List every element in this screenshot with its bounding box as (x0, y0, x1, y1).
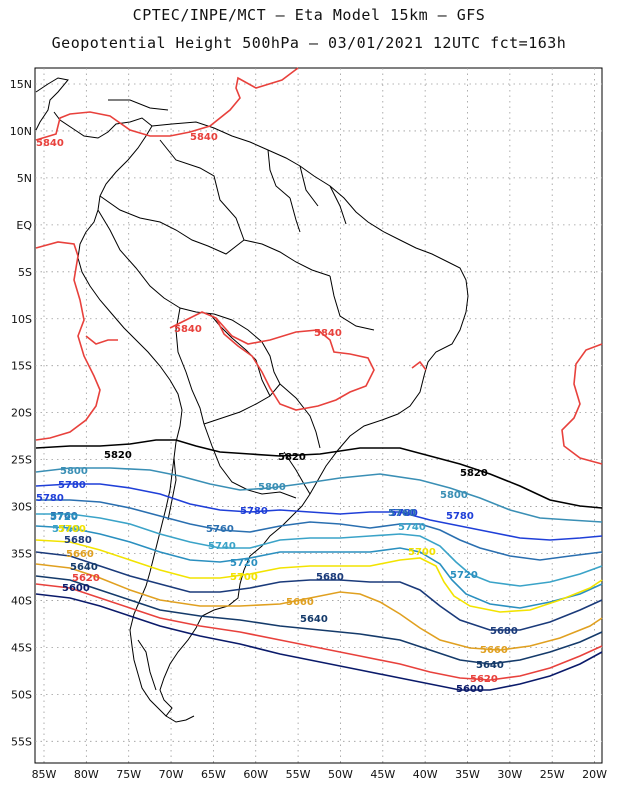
contour-5840 (561, 343, 603, 465)
lat-tick-label: 15S (11, 360, 32, 373)
contour-label-5780: 5780 (240, 506, 268, 517)
contour-5780 (35, 483, 603, 541)
lon-tick-label: 80W (74, 768, 99, 781)
contour-label-5800: 5800 (440, 490, 468, 501)
contour-label-5760: 5760 (388, 508, 416, 519)
lon-tick-label: 20W (582, 768, 607, 781)
contour-5840 (411, 360, 427, 371)
contour-label-5680: 5680 (316, 572, 344, 583)
contour-label-5700: 5700 (408, 547, 436, 558)
contour-label-5720: 5720 (50, 512, 78, 523)
contour-label-5740: 5740 (52, 524, 80, 535)
lat-tick-label: EQ (16, 219, 32, 232)
contour-label-5700: 5700 (230, 572, 258, 583)
contour-label-5800: 5800 (258, 482, 286, 493)
graticule (35, 68, 602, 763)
contour-label-5620: 5620 (470, 674, 498, 685)
lat-tick-label: 45S (11, 641, 32, 654)
lon-tick-label: 35W (455, 768, 480, 781)
contour-5620 (35, 583, 603, 681)
contour-label-5680: 5680 (490, 626, 518, 637)
contour-5840 (85, 335, 118, 345)
contour-label-5760: 5760 (50, 511, 78, 522)
lon-tick-label: 25W (540, 768, 565, 781)
contour-label-5760: 5760 (206, 524, 234, 535)
lon-tick-label: 60W (243, 768, 268, 781)
contour-5720 (35, 525, 603, 609)
lon-tick-label: 30W (497, 768, 522, 781)
lon-tick-label: 55W (286, 768, 311, 781)
contour-label-5720: 5720 (450, 570, 478, 581)
contour-5840 (35, 67, 299, 141)
contour-label-5820: 5820 (278, 452, 306, 463)
contour-label-5740: 5740 (398, 522, 426, 533)
lat-tick-label: 10S (11, 313, 32, 326)
contour-5680 (35, 551, 603, 631)
contour-label-5640: 5640 (476, 660, 504, 671)
contour-label-5840: 5840 (190, 132, 218, 143)
contour-label-5840: 5840 (314, 328, 342, 339)
lat-tick-label: 25S (11, 454, 32, 467)
contour-5760 (36, 499, 603, 561)
lon-tick-label: 65W (201, 768, 226, 781)
map-title-line2: Geopotential Height 500hPa – 03/01/2021 … (51, 34, 567, 52)
contour-label-5780: 5780 (58, 480, 86, 491)
contour-label-5600: 5600 (62, 583, 90, 594)
coastlines-and-borders (35, 77, 469, 723)
contour-label-5840: 5840 (36, 138, 64, 149)
lat-tick-label: 30S (11, 501, 32, 514)
contour-label-5780: 5780 (446, 511, 474, 522)
contour-5840 (169, 311, 375, 411)
contour-5820 (35, 439, 603, 509)
lat-tick-label: 10N (10, 125, 32, 138)
lat-tick-label: 5S (18, 266, 32, 279)
contour-label-5700: 5700 (58, 524, 86, 535)
lon-tick-label: 75W (116, 768, 141, 781)
lon-tick-label: 45W (370, 768, 395, 781)
lat-tick-label: 55S (11, 735, 32, 748)
contour-label-5640: 5640 (70, 562, 98, 573)
lat-tick-label: 50S (11, 688, 32, 701)
contour-label-5800: 5800 (60, 466, 88, 477)
contour-5800 (35, 467, 603, 523)
contour-label-5780: 5780 (36, 493, 64, 504)
contour-labels: 5840 5840 5840 5840 5820 5820 5820 5800 … (36, 132, 518, 695)
contour-label-5600: 5600 (456, 684, 484, 695)
contour-5660 (35, 563, 603, 651)
axis-tick-labels: 15N 10N 5N EQ 5S 10S 15S 20S 25S 30S 35S 40S 45S 50S 5… (10, 78, 607, 781)
contour-5600 (35, 593, 603, 691)
contour-label-5820: 5820 (460, 468, 488, 479)
lat-tick-label: 20S (11, 407, 32, 420)
contour-label-5660: 5660 (66, 549, 94, 560)
geopotential-contours (35, 67, 603, 691)
contour-label-5780: 5780 (390, 508, 418, 519)
contour-5700 (35, 539, 603, 613)
lon-tick-label: 70W (159, 768, 184, 781)
contour-5640 (35, 575, 603, 665)
contour-label-5820: 5820 (104, 450, 132, 461)
lon-tick-label: 50W (328, 768, 353, 781)
contour-label-5620: 5620 (72, 573, 100, 584)
contour-label-5840: 5840 (174, 324, 202, 335)
contour-label-5680: 5680 (64, 535, 92, 546)
lat-tick-label: 40S (11, 594, 32, 607)
contour-5840 (35, 241, 101, 441)
map-title-line1: CPTEC/INPE/MCT – Eta Model 15km – GFS (132, 6, 486, 24)
contour-label-5720: 5720 (230, 558, 258, 569)
map-frame (34, 67, 603, 764)
lat-tick-label: 15N (10, 78, 32, 91)
lat-tick-label: 35S (11, 548, 32, 561)
lon-tick-label: 85W (32, 768, 57, 781)
contour-label-5740: 5740 (208, 541, 236, 552)
contour-5740 (36, 513, 603, 587)
contour-label-5640: 5640 (300, 614, 328, 625)
contour-label-5660: 5660 (480, 645, 508, 656)
contour-label-5660: 5660 (286, 597, 314, 608)
lat-tick-label: 5N (17, 172, 32, 185)
lon-tick-label: 40W (413, 768, 438, 781)
